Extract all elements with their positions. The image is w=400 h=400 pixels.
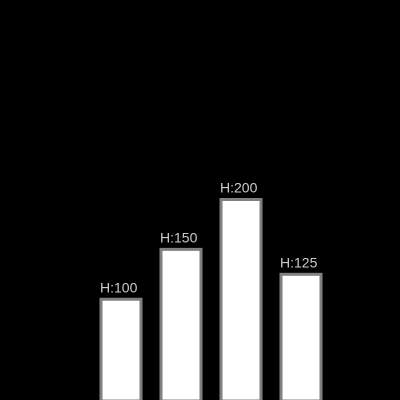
bar-4 — [281, 274, 321, 400]
bar-label-2: H:150 — [160, 229, 198, 245]
bar-label-3: H:200 — [220, 180, 258, 196]
bar-label-4: H:125 — [280, 254, 318, 270]
bars-group — [101, 200, 321, 400]
bar-3 — [221, 200, 261, 400]
bar-2 — [161, 249, 201, 400]
bar-label-1: H:100 — [100, 279, 138, 295]
bar-1 — [101, 299, 141, 400]
